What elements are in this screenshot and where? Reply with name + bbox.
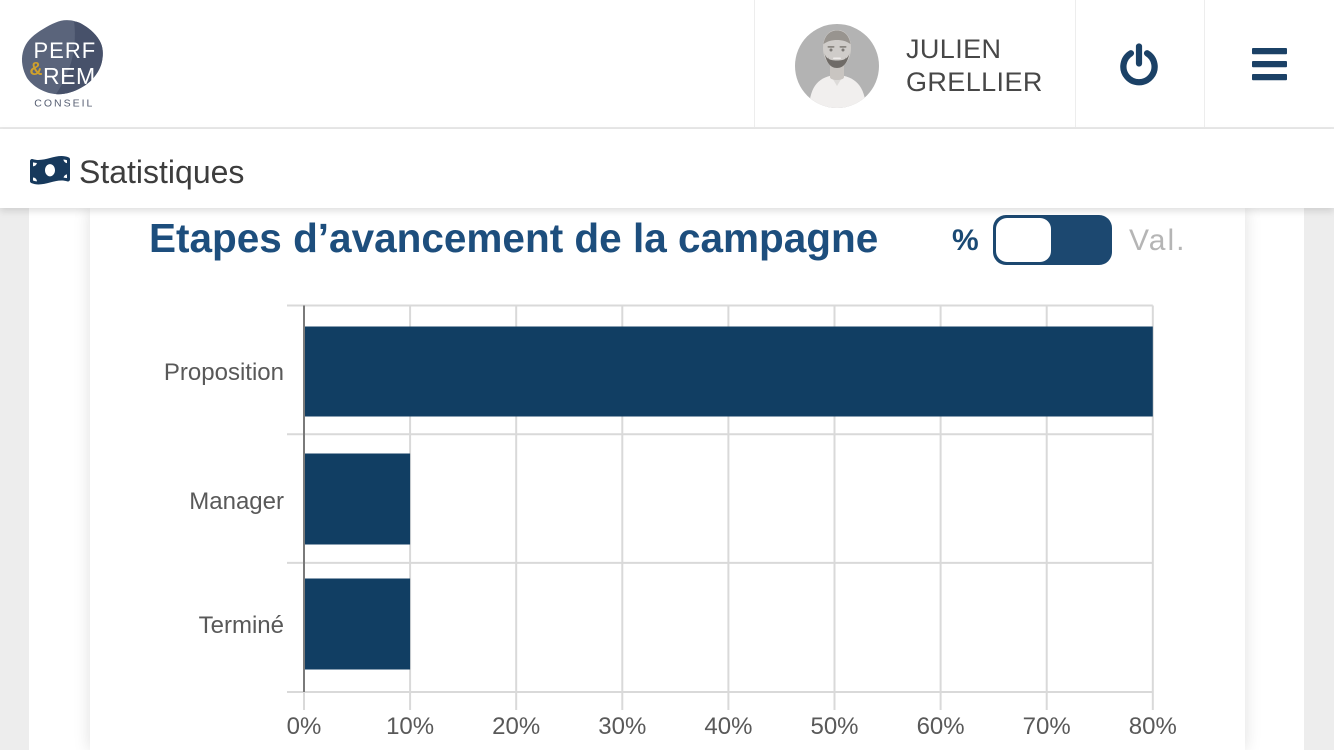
svg-text:30%: 30% — [598, 713, 646, 740]
svg-text:10%: 10% — [386, 713, 434, 740]
svg-text:40%: 40% — [704, 713, 752, 740]
svg-text:60%: 60% — [917, 713, 965, 740]
svg-text:0%: 0% — [287, 713, 322, 740]
svg-text:REM: REM — [43, 63, 96, 89]
svg-text:CONSEIL: CONSEIL — [34, 98, 94, 110]
svg-text:70%: 70% — [1023, 713, 1071, 740]
svg-text:50%: 50% — [810, 713, 858, 740]
svg-text:Terminé: Terminé — [199, 612, 284, 639]
svg-text:&: & — [30, 59, 43, 79]
svg-text:Proposition: Proposition — [164, 359, 284, 386]
svg-text:20%: 20% — [492, 713, 540, 740]
svg-text:Manager: Manager — [189, 488, 284, 515]
svg-text:80%: 80% — [1129, 713, 1177, 740]
svg-text:PERF: PERF — [34, 38, 97, 63]
